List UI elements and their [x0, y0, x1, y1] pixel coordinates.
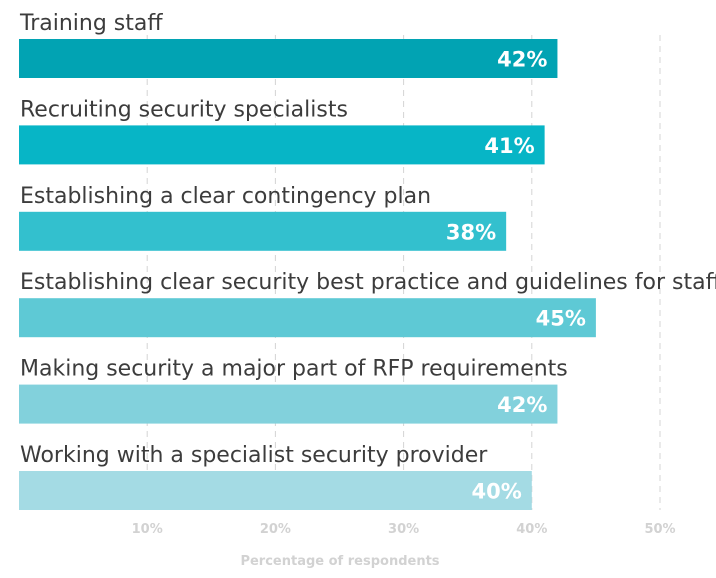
gridlines — [146, 35, 661, 510]
value-label: 45% — [536, 307, 586, 331]
bar-row: Making security a major part of RFP requ… — [19, 357, 568, 424]
x-tick-label: 10% — [132, 522, 163, 537]
bar — [19, 39, 558, 78]
category-label: Working with a specialist security provi… — [20, 443, 488, 468]
x-tick-label: 30% — [388, 522, 419, 537]
category-label: Making security a major part of RFP requ… — [20, 357, 568, 382]
category-label: Training staff — [19, 11, 163, 36]
bars: Training staff 42% Recruiting security spe… — [19, 11, 716, 510]
x-tick-label: 40% — [516, 522, 547, 537]
category-label: Recruiting security specialists — [20, 97, 348, 122]
value-label: 42% — [497, 48, 547, 72]
bar-row: Training staff 42% — [19, 11, 558, 78]
value-label: 38% — [446, 220, 496, 244]
bar-row: Establishing clear security best practic… — [19, 270, 716, 338]
bar — [19, 298, 596, 338]
bar-row: Recruiting security specialists 41% — [19, 97, 545, 165]
value-label: 41% — [484, 134, 534, 158]
x-axis-ticks: 10% 20% 30% 40% 50% — [132, 522, 676, 537]
x-axis-title: Percentage of respondents — [240, 554, 439, 569]
category-label: Establishing a clear contingency plan — [20, 184, 431, 209]
bar — [19, 384, 558, 424]
bar — [19, 211, 507, 251]
bar-row: Establishing a clear contingency plan 38% — [19, 184, 507, 251]
value-label: 42% — [497, 393, 547, 417]
category-label: Establishing clear security best practic… — [20, 270, 716, 295]
x-tick-label: 50% — [644, 522, 675, 537]
value-label: 40% — [472, 480, 522, 504]
bar — [19, 471, 532, 510]
bar — [19, 125, 545, 165]
x-tick-label: 20% — [260, 522, 291, 537]
bar-row: Working with a specialist security provi… — [19, 443, 532, 510]
